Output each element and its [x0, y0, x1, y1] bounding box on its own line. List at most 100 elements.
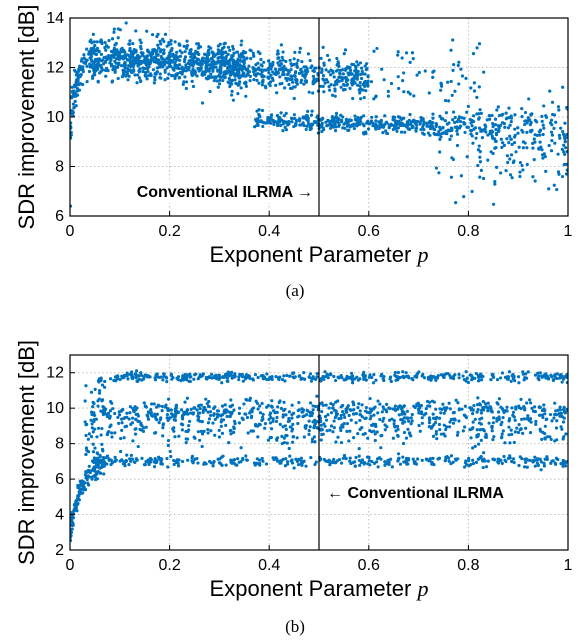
scatter-point — [83, 399, 87, 403]
scatter-point — [244, 454, 248, 458]
scatter-point — [277, 115, 281, 119]
scatter-point — [179, 408, 184, 412]
scatter-point — [383, 463, 387, 467]
scatter-point — [374, 424, 378, 428]
scatter-point — [415, 374, 419, 378]
scatter-point — [297, 400, 301, 405]
scatter-point — [219, 68, 223, 72]
scatter-point — [324, 418, 329, 422]
scatter-point — [109, 55, 113, 59]
scatter-point — [200, 59, 204, 63]
scatter-point — [251, 70, 256, 74]
scatter-point — [553, 461, 557, 465]
scatter-point — [457, 407, 461, 411]
scatter-point — [200, 419, 204, 424]
scatter-point — [528, 118, 532, 122]
scatter-point — [327, 85, 331, 89]
scatter-point — [158, 50, 162, 54]
scatter-point — [307, 375, 311, 379]
scatter-point — [70, 94, 74, 99]
scatter-point — [259, 57, 263, 62]
scatter-point — [542, 152, 546, 156]
scatter-point — [209, 429, 213, 433]
scatter-point — [479, 111, 483, 115]
scatter-point — [380, 67, 384, 71]
scatter-point — [99, 38, 103, 42]
scatter-point — [267, 117, 271, 121]
scatter-point — [520, 417, 524, 421]
scatter-point — [285, 441, 289, 445]
scatter-point — [96, 404, 100, 408]
scatter-point — [520, 457, 524, 461]
scatter-point — [539, 429, 543, 433]
scatter-point — [396, 370, 400, 375]
scatter-point — [352, 77, 356, 82]
scatter-point — [368, 417, 372, 421]
scatter-point — [359, 87, 363, 91]
scatter-point — [252, 461, 257, 465]
scatter-point — [303, 69, 307, 73]
scatter-point — [480, 427, 485, 432]
scatter-point — [99, 378, 103, 383]
scatter-point — [333, 129, 338, 133]
scatter-point — [560, 147, 564, 151]
scatter-point — [410, 51, 415, 55]
scatter-point — [469, 121, 473, 125]
scatter-point — [431, 112, 435, 116]
scatter-panel-a: Conventional ILRMA →0 0.2 0.4 0.6 0.8 1681012… — [14, 5, 573, 300]
scatter-point — [292, 376, 296, 380]
scatter-point — [541, 415, 545, 420]
scatter-point — [382, 78, 386, 82]
scatter-point — [411, 457, 415, 461]
scatter-point — [504, 169, 508, 173]
scatter-point — [556, 408, 560, 412]
scatter-point — [313, 80, 317, 84]
scatter-point — [471, 119, 476, 124]
scatter-point — [246, 431, 250, 435]
scatter-point — [75, 80, 79, 84]
scatter-point — [344, 117, 348, 122]
scatter-point — [109, 57, 113, 62]
scatter-point — [239, 59, 243, 63]
scatter-point — [281, 129, 285, 133]
scatter-point — [158, 417, 163, 422]
scatter-point — [127, 463, 131, 467]
scatter-point — [375, 457, 380, 461]
scatter-point — [462, 121, 466, 125]
scatter-point — [217, 376, 221, 381]
scatter-point — [123, 425, 127, 429]
scatter-point — [153, 378, 158, 382]
scatter-point — [209, 72, 213, 76]
scatter-point — [139, 44, 143, 49]
scatter-point — [241, 417, 245, 422]
scatter-point — [295, 61, 299, 66]
scatter-point — [74, 73, 78, 77]
scatter-point — [401, 374, 405, 378]
scatter-point — [91, 400, 95, 404]
scatter-point — [290, 77, 294, 81]
scatter-point — [178, 54, 183, 58]
scatter-point — [132, 460, 137, 464]
scatter-point — [240, 73, 244, 77]
scatter-point — [482, 70, 486, 74]
scatter-point — [281, 58, 285, 62]
scatter-point — [293, 50, 297, 55]
scatter-point — [220, 404, 225, 408]
scatter-point — [332, 425, 336, 430]
scatter-point — [479, 422, 483, 426]
scatter-point — [447, 401, 451, 405]
scatter-point — [298, 50, 302, 54]
scatter-point — [110, 431, 114, 435]
scatter-point — [552, 113, 557, 117]
scatter-point — [352, 80, 356, 84]
scatter-point — [323, 424, 327, 428]
scatter-point — [176, 375, 181, 379]
scatter-point — [295, 459, 300, 464]
scatter-point — [190, 459, 194, 463]
scatter-point — [451, 377, 456, 381]
scatter-point — [367, 455, 371, 460]
scatter-point — [212, 413, 216, 417]
scatter-point — [315, 375, 319, 379]
scatter-point — [105, 454, 110, 458]
scatter-point — [513, 379, 517, 383]
